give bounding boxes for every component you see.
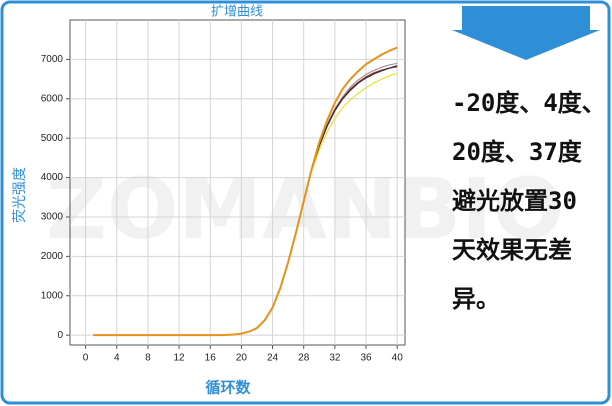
note-line: 异。 bbox=[452, 285, 500, 313]
y-tick-label: 2000 bbox=[41, 251, 64, 262]
x-tick-label: 32 bbox=[329, 353, 341, 364]
y-tick-label: 6000 bbox=[41, 93, 64, 104]
x-tick-label: 16 bbox=[205, 353, 217, 364]
x-tick-label: 24 bbox=[267, 353, 279, 364]
y-tick-label: 4000 bbox=[41, 172, 64, 183]
note-line: 避光放置30 bbox=[452, 187, 577, 215]
x-tick-label: 40 bbox=[392, 353, 404, 364]
y-axis-label: 荧光强度 bbox=[11, 167, 28, 223]
note-line: 20度、37度 bbox=[452, 138, 583, 166]
down-arrow bbox=[452, 6, 600, 60]
note-line: 天效果无差 bbox=[452, 236, 572, 264]
plot-frame bbox=[69, 19, 406, 346]
x-tick-label: 20 bbox=[236, 353, 248, 364]
chart-title: 扩增曲线 bbox=[211, 5, 263, 20]
watermark: ZOMANBIO bbox=[46, 160, 564, 258]
y-tick-label: 7000 bbox=[41, 54, 64, 65]
x-tick-label: 12 bbox=[174, 353, 186, 364]
x-tick-label: 8 bbox=[145, 353, 151, 364]
x-tick-label: 28 bbox=[298, 353, 310, 364]
y-tick-label: 3000 bbox=[41, 212, 64, 223]
x-axis-label: 循环数 bbox=[205, 379, 251, 397]
x-tick-label: 4 bbox=[114, 353, 120, 364]
grid bbox=[70, 20, 405, 345]
amplification-curve bbox=[93, 46, 398, 337]
y-tick-label: 5000 bbox=[41, 133, 64, 144]
y-tick-label: 1000 bbox=[41, 290, 64, 301]
note-line: -20度、4度、 bbox=[452, 89, 606, 117]
x-tick-label: 0 bbox=[83, 353, 89, 364]
y-tick-label: 0 bbox=[57, 330, 63, 341]
x-tick-label: 36 bbox=[360, 353, 372, 364]
